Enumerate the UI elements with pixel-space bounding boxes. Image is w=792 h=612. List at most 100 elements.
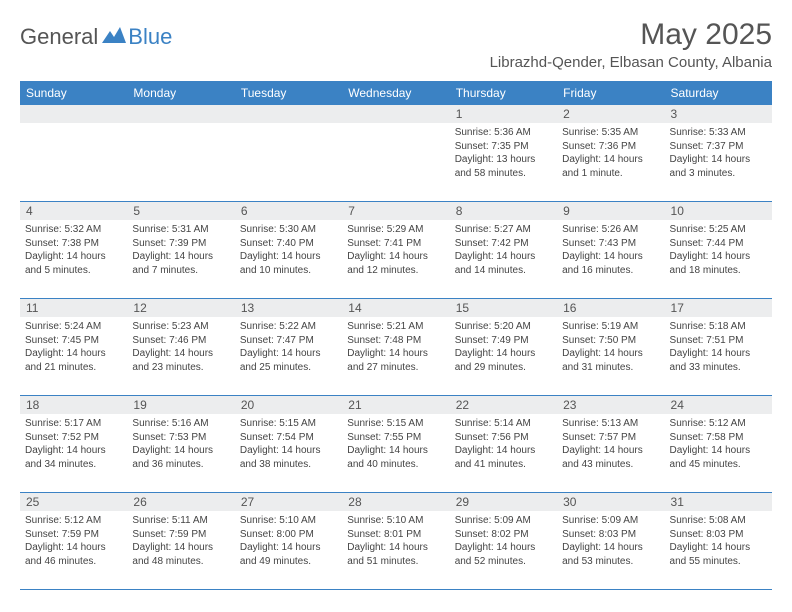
sunset-text: Sunset: 8:01 PM [347, 528, 444, 542]
sunset-text: Sunset: 7:38 PM [25, 237, 122, 251]
sunset-text: Sunset: 7:59 PM [132, 528, 229, 542]
daylight-text: Daylight: 14 hours and 34 minutes. [25, 444, 122, 471]
day-number: 3 [665, 105, 772, 123]
day-cell: Sunrise: 5:33 AMSunset: 7:37 PMDaylight:… [665, 123, 772, 201]
week-row: Sunrise: 5:17 AMSunset: 7:52 PMDaylight:… [20, 414, 772, 493]
daylight-text: Daylight: 14 hours and 18 minutes. [670, 250, 767, 277]
day-header-wed: Wednesday [342, 81, 449, 105]
day-number: 28 [342, 493, 449, 511]
sunrise-text: Sunrise: 5:24 AM [25, 320, 122, 334]
day-number: 7 [342, 202, 449, 220]
sunrise-text: Sunrise: 5:09 AM [562, 514, 659, 528]
sunset-text: Sunset: 8:00 PM [240, 528, 337, 542]
sunrise-text: Sunrise: 5:27 AM [455, 223, 552, 237]
daylight-text: Daylight: 14 hours and 38 minutes. [240, 444, 337, 471]
day-header-tue: Tuesday [235, 81, 342, 105]
daylight-text: Daylight: 14 hours and 51 minutes. [347, 541, 444, 568]
sunrise-text: Sunrise: 5:32 AM [25, 223, 122, 237]
daylight-text: Daylight: 14 hours and 43 minutes. [562, 444, 659, 471]
day-cell: Sunrise: 5:15 AMSunset: 7:55 PMDaylight:… [342, 414, 449, 492]
daylight-text: Daylight: 14 hours and 40 minutes. [347, 444, 444, 471]
day-cell: Sunrise: 5:16 AMSunset: 7:53 PMDaylight:… [127, 414, 234, 492]
day-number: 13 [235, 299, 342, 317]
sunset-text: Sunset: 7:54 PM [240, 431, 337, 445]
day-number [342, 105, 449, 123]
sunset-text: Sunset: 7:59 PM [25, 528, 122, 542]
weeks-container: 12 3 Sunrise: 5:36 AMSunset: 7:35 PMDaylig… [20, 105, 772, 590]
sunset-text: Sunset: 7:58 PM [670, 431, 767, 445]
sunrise-text: Sunrise: 5:15 AM [240, 417, 337, 431]
sunrise-text: Sunrise: 5:21 AM [347, 320, 444, 334]
day-number: 5 [127, 202, 234, 220]
day-number: 26 [127, 493, 234, 511]
sunrise-text: Sunrise: 5:12 AM [25, 514, 122, 528]
sunset-text: Sunset: 7:49 PM [455, 334, 552, 348]
day-cell [127, 123, 234, 201]
day-cell: Sunrise: 5:21 AMSunset: 7:48 PMDaylight:… [342, 317, 449, 395]
day-cell: Sunrise: 5:18 AMSunset: 7:51 PMDaylight:… [665, 317, 772, 395]
logo-wave-icon [102, 27, 126, 48]
sunset-text: Sunset: 7:53 PM [132, 431, 229, 445]
day-cell: Sunrise: 5:32 AMSunset: 7:38 PMDaylight:… [20, 220, 127, 298]
week-row: Sunrise: 5:24 AMSunset: 7:45 PMDaylight:… [20, 317, 772, 396]
daylight-text: Daylight: 14 hours and 48 minutes. [132, 541, 229, 568]
day-number: 29 [450, 493, 557, 511]
day-number: 11 [20, 299, 127, 317]
sunset-text: Sunset: 8:03 PM [670, 528, 767, 542]
sunset-text: Sunset: 7:46 PM [132, 334, 229, 348]
day-cell [20, 123, 127, 201]
daylight-text: Daylight: 14 hours and 52 minutes. [455, 541, 552, 568]
daylight-text: Daylight: 14 hours and 25 minutes. [240, 347, 337, 374]
daylight-text: Daylight: 14 hours and 21 minutes. [25, 347, 122, 374]
day-cell: Sunrise: 5:27 AMSunset: 7:42 PMDaylight:… [450, 220, 557, 298]
sunrise-text: Sunrise: 5:18 AM [670, 320, 767, 334]
daylight-text: Daylight: 14 hours and 27 minutes. [347, 347, 444, 374]
sunset-text: Sunset: 7:44 PM [670, 237, 767, 251]
sunrise-text: Sunrise: 5:12 AM [670, 417, 767, 431]
sunset-text: Sunset: 8:02 PM [455, 528, 552, 542]
sunrise-text: Sunrise: 5:19 AM [562, 320, 659, 334]
day-number: 31 [665, 493, 772, 511]
day-number: 8 [450, 202, 557, 220]
day-cell: Sunrise: 5:25 AMSunset: 7:44 PMDaylight:… [665, 220, 772, 298]
day-number: 12 [127, 299, 234, 317]
day-number: 22 [450, 396, 557, 414]
sunset-text: Sunset: 7:50 PM [562, 334, 659, 348]
daylight-text: Daylight: 14 hours and 55 minutes. [670, 541, 767, 568]
sunrise-text: Sunrise: 5:08 AM [670, 514, 767, 528]
logo-text-blue: Blue [128, 24, 172, 50]
day-number: 25 [20, 493, 127, 511]
sunset-text: Sunset: 7:40 PM [240, 237, 337, 251]
day-number: 24 [665, 396, 772, 414]
day-cell: Sunrise: 5:10 AMSunset: 8:00 PMDaylight:… [235, 511, 342, 589]
day-cell: Sunrise: 5:22 AMSunset: 7:47 PMDaylight:… [235, 317, 342, 395]
sunrise-text: Sunrise: 5:30 AM [240, 223, 337, 237]
sunset-text: Sunset: 7:39 PM [132, 237, 229, 251]
day-cell: Sunrise: 5:12 AMSunset: 7:59 PMDaylight:… [20, 511, 127, 589]
sunrise-text: Sunrise: 5:09 AM [455, 514, 552, 528]
sunrise-text: Sunrise: 5:23 AM [132, 320, 229, 334]
day-number [235, 105, 342, 123]
day-cell: Sunrise: 5:13 AMSunset: 7:57 PMDaylight:… [557, 414, 664, 492]
day-cell [235, 123, 342, 201]
day-number: 20 [235, 396, 342, 414]
day-cell: Sunrise: 5:12 AMSunset: 7:58 PMDaylight:… [665, 414, 772, 492]
sunset-text: Sunset: 7:41 PM [347, 237, 444, 251]
day-cell [342, 123, 449, 201]
day-number: 14 [342, 299, 449, 317]
day-cell: Sunrise: 5:36 AMSunset: 7:35 PMDaylight:… [450, 123, 557, 201]
sunset-text: Sunset: 7:45 PM [25, 334, 122, 348]
sunrise-text: Sunrise: 5:36 AM [455, 126, 552, 140]
day-number: 18 [20, 396, 127, 414]
daylight-text: Daylight: 14 hours and 36 minutes. [132, 444, 229, 471]
sunrise-text: Sunrise: 5:26 AM [562, 223, 659, 237]
daylight-text: Daylight: 14 hours and 7 minutes. [132, 250, 229, 277]
daylight-text: Daylight: 14 hours and 33 minutes. [670, 347, 767, 374]
day-headers-row: Sunday Monday Tuesday Wednesday Thursday… [20, 81, 772, 105]
sunset-text: Sunset: 7:43 PM [562, 237, 659, 251]
day-number-row: 45678910 [20, 202, 772, 220]
day-number: 4 [20, 202, 127, 220]
daylight-text: Daylight: 14 hours and 49 minutes. [240, 541, 337, 568]
sunset-text: Sunset: 8:03 PM [562, 528, 659, 542]
sunset-text: Sunset: 7:55 PM [347, 431, 444, 445]
